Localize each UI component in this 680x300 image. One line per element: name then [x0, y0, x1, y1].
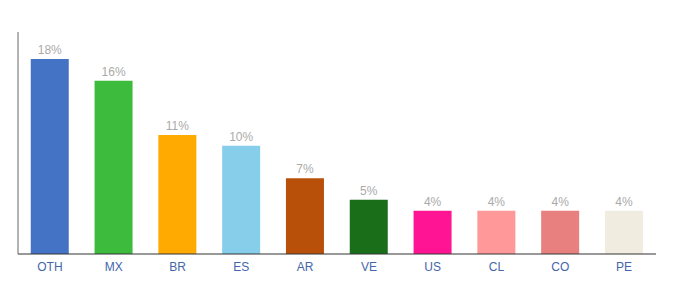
svg-text:4%: 4% — [615, 195, 633, 209]
svg-text:CO: CO — [551, 260, 569, 274]
svg-text:10%: 10% — [229, 130, 253, 144]
svg-text:4%: 4% — [551, 195, 569, 209]
svg-text:7%: 7% — [296, 162, 314, 176]
svg-text:OTH: OTH — [37, 260, 62, 274]
svg-text:5%: 5% — [360, 184, 378, 198]
svg-text:4%: 4% — [488, 195, 506, 209]
svg-text:VE: VE — [361, 260, 377, 274]
svg-text:MX: MX — [105, 260, 123, 274]
svg-text:CL: CL — [489, 260, 505, 274]
svg-text:4%: 4% — [424, 195, 442, 209]
svg-text:US: US — [424, 260, 441, 274]
svg-text:18%: 18% — [38, 43, 62, 57]
svg-text:16%: 16% — [102, 65, 126, 79]
svg-text:PE: PE — [616, 260, 632, 274]
svg-text:AR: AR — [297, 260, 314, 274]
svg-text:11%: 11% — [166, 119, 189, 133]
svg-text:ES: ES — [233, 260, 249, 274]
svg-text:BR: BR — [169, 260, 186, 274]
